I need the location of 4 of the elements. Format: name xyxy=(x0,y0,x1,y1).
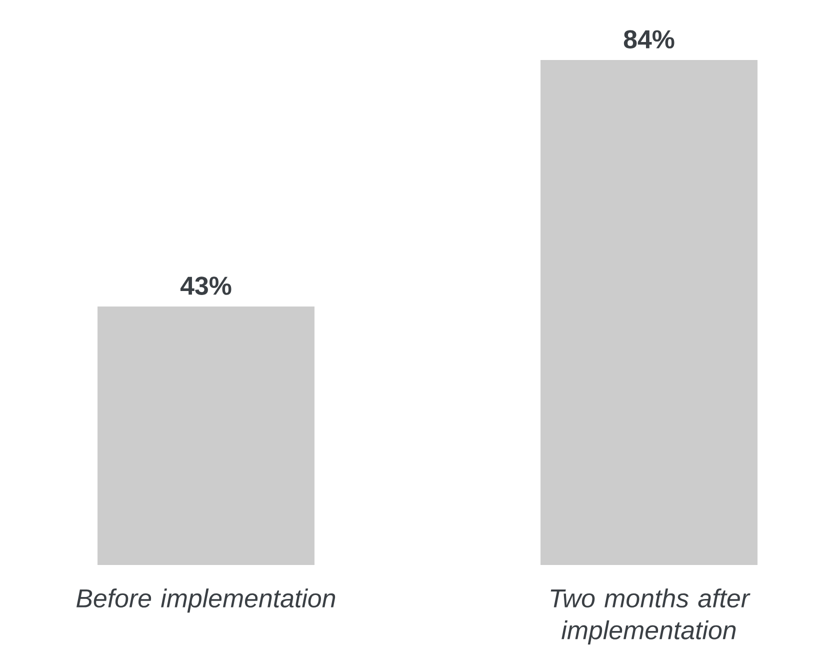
data-label: 43% xyxy=(180,276,232,295)
data-label: 84% xyxy=(624,30,674,48)
x-tick-label: Two months after implementation xyxy=(550,588,750,645)
x-tick-label: Before implementation xyxy=(76,588,336,613)
